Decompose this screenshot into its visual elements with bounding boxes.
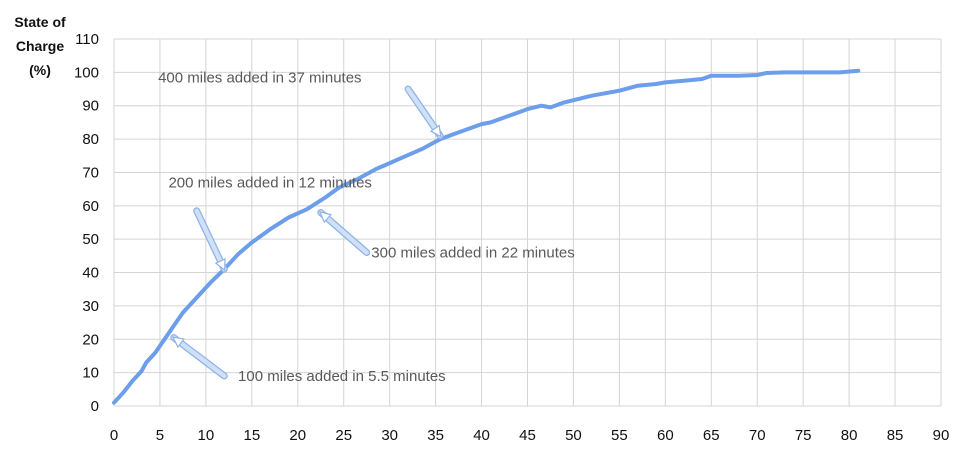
y-tick-label: 40 xyxy=(82,265,99,282)
y-tick-label: 10 xyxy=(82,365,99,382)
x-tick-label: 20 xyxy=(289,427,306,444)
annotation-arrow xyxy=(193,207,228,273)
x-tick-label: 55 xyxy=(611,427,628,444)
y-tick-label: 0 xyxy=(91,398,99,415)
annotation-label: 100 miles added in 5.5 minutes xyxy=(238,368,446,385)
y-tick-label: 110 xyxy=(75,31,99,48)
annotation-arrow xyxy=(404,85,444,140)
annotation-label: 300 miles added in 22 minutes xyxy=(371,245,574,262)
x-tick-label: 0 xyxy=(110,427,118,444)
annotation-arrow xyxy=(317,208,371,257)
x-tick-label: 45 xyxy=(519,427,536,444)
y-tick-label: 60 xyxy=(82,198,99,215)
x-tick-label: 65 xyxy=(703,427,720,444)
annotation-labels: 100 miles added in 5.5 minutes 200 miles … xyxy=(158,69,575,385)
y-tick-label: 80 xyxy=(82,131,99,148)
y-tick-label: 50 xyxy=(82,231,99,248)
x-tick-label: 85 xyxy=(887,427,904,444)
x-tick-label: 40 xyxy=(473,427,490,444)
x-tick-label: 25 xyxy=(335,427,352,444)
y-axis-title-line-3: (%) xyxy=(29,62,51,78)
annotation-label: 400 miles added in 37 minutes xyxy=(158,69,361,86)
x-tick-label: 30 xyxy=(381,427,398,444)
y-axis-title-line-1: State of xyxy=(14,14,66,30)
y-tick-label: 90 xyxy=(82,98,99,115)
soc-series-line xyxy=(112,68,861,405)
series-layer xyxy=(112,68,861,405)
x-tick-label: 50 xyxy=(565,427,582,444)
x-tick-label: 5 xyxy=(156,427,164,444)
y-tick-label: 70 xyxy=(82,164,99,181)
y-tick-label: 100 xyxy=(74,64,99,81)
y-axis-title-line-2: Charge xyxy=(15,38,65,54)
x-tick-label: 80 xyxy=(841,427,858,444)
annotation-arrows xyxy=(170,85,444,380)
y-tick-label: 20 xyxy=(82,331,99,348)
x-tick-label: 90 xyxy=(933,427,950,444)
x-tick-label: 75 xyxy=(795,427,812,444)
x-tick-label: 35 xyxy=(427,427,444,444)
tick-labels: 0 5 10 15 20 25 30 35 40 45 50 55 60 65 70 75 80 85 90 0 10 2… xyxy=(74,31,949,444)
x-tick-label: 15 xyxy=(243,427,260,444)
grid xyxy=(113,38,942,407)
x-tick-label: 60 xyxy=(657,427,674,444)
x-tick-label: 70 xyxy=(749,427,766,444)
annotation-arrow xyxy=(170,334,228,380)
y-tick-label: 30 xyxy=(82,298,99,315)
x-tick-label: 10 xyxy=(198,427,215,444)
annotation-label: 200 miles added in 12 minutes xyxy=(168,174,371,191)
y-axis-title: State of Charge (%) xyxy=(4,10,76,82)
